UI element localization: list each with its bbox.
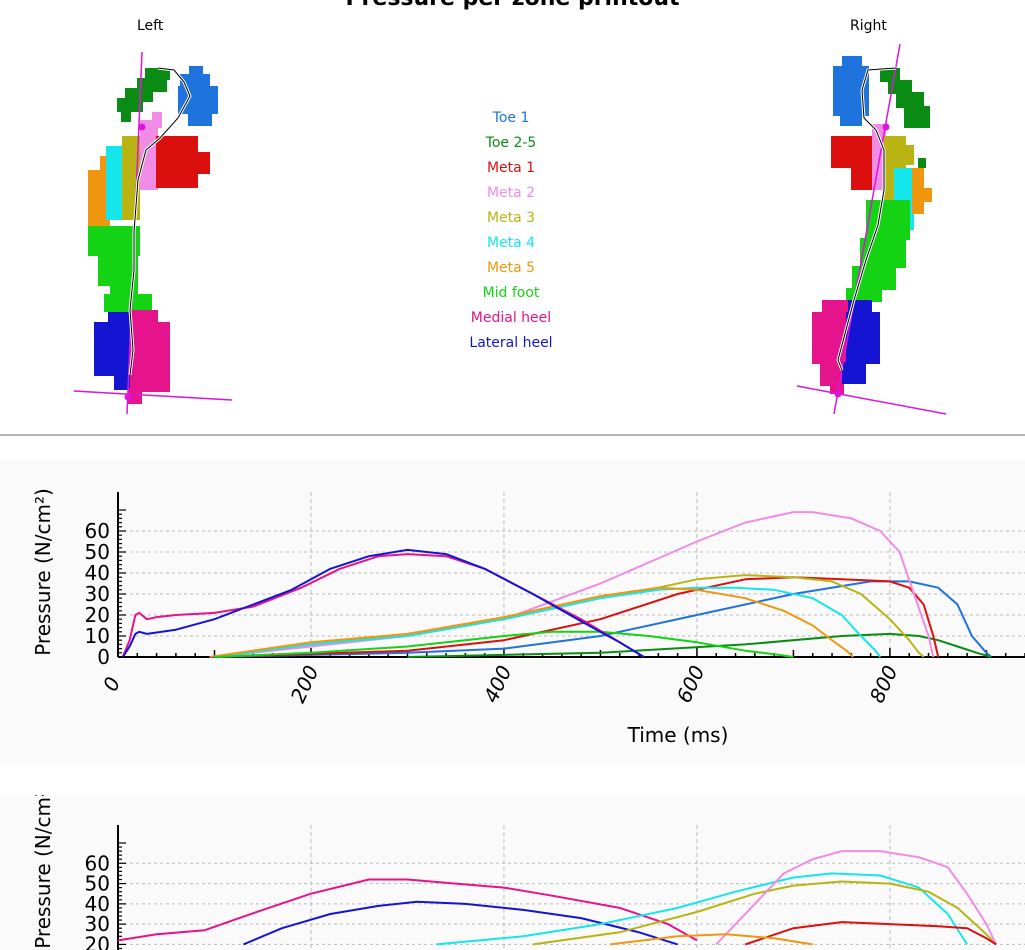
zone-legend: Toe 1 Toe 2-5 Meta 1 Meta 2 Meta 3 Meta 4 Meta… <box>430 108 592 358</box>
pressure-chart-right: 20 30 40 50 60 Pressure (N/cm²) <box>0 795 1025 950</box>
series-line-meta-2 <box>715 850 998 946</box>
x-tick-label: 200 <box>286 662 324 707</box>
left-foot-label: Left <box>137 18 164 34</box>
left-foot-map <box>73 51 233 415</box>
right-toe-2-5-zone <box>880 68 930 168</box>
foot-pressure-maps <box>73 43 947 415</box>
legend-item-lateral-heel: Lateral heel <box>469 335 553 351</box>
series-line-meta-3 <box>532 880 997 946</box>
series-line-meta-4 <box>214 586 882 658</box>
left-mid-foot-zone <box>88 226 152 312</box>
pressure-chart-left: 0 10 20 30 40 50 60 0 200 400 600 800 Time (ms) Press… <box>0 460 1025 765</box>
x-tick-label: 800 <box>865 662 903 707</box>
legend-item-medial-heel: Medial heel <box>470 310 552 326</box>
left-meta-4-zone <box>106 146 124 220</box>
left-toe-2-5-zone <box>117 68 170 122</box>
series-line-meta-5 <box>209 586 854 658</box>
y-tick-label: 0 <box>97 645 110 669</box>
series-line-lateral-heel <box>243 900 678 946</box>
legend-item-mid-foot: Mid foot <box>482 285 540 301</box>
right-foot-label: Right <box>850 18 887 34</box>
right-lateral-heel-zone <box>842 300 880 384</box>
right-mid-foot-zone <box>846 200 910 302</box>
y-axis-label: Pressure (N/cm²) <box>31 488 55 656</box>
legend-item-meta-1: Meta 1 <box>486 160 536 176</box>
y-tick-label: 50 <box>85 540 110 564</box>
legend-item-toe-1: Toe 1 <box>492 110 530 126</box>
x-tick-label: 600 <box>672 662 710 707</box>
series-line-lateral-heel <box>121 548 645 658</box>
y-tick-label: 50 <box>85 872 110 896</box>
y-tick-label: 20 <box>85 932 110 950</box>
y-tick-label: 20 <box>85 603 110 627</box>
x-axis-label: Time (ms) <box>627 723 729 747</box>
right-foot-map <box>796 43 947 415</box>
legend-item-meta-5: Meta 5 <box>486 260 536 276</box>
x-tick-label: 400 <box>479 662 517 707</box>
left-medial-heel-zone <box>128 310 170 404</box>
y-tick-label: 60 <box>85 851 110 875</box>
left-lateral-heel-zone <box>94 312 132 390</box>
series-line-meta-1 <box>744 921 997 946</box>
y-axis-label: Pressure (N/cm²) <box>31 795 55 949</box>
legend-item-meta-3: Meta 3 <box>486 210 536 226</box>
series-line-medial-heel <box>117 878 698 942</box>
left-meta-2-zone <box>140 112 162 190</box>
y-tick-label: 10 <box>85 624 110 648</box>
y-tick-label: 40 <box>85 561 110 585</box>
left-meta-1-zone <box>156 136 210 188</box>
right-meta-1-zone <box>831 136 873 190</box>
section-divider <box>0 434 1025 436</box>
right-meta-5-zone <box>912 168 932 214</box>
y-tick-label: 40 <box>85 892 110 916</box>
series-line-meta-5 <box>609 933 813 946</box>
series-line-meta-4 <box>436 872 968 946</box>
legend-item-meta-2: Meta 2 <box>486 185 536 201</box>
legend-item-meta-4: Meta 4 <box>486 235 536 251</box>
legend-item-toe-2-5: Toe 2-5 <box>485 135 537 151</box>
left-toe-1-zone <box>178 66 218 126</box>
y-tick-label: 30 <box>85 912 110 936</box>
y-tick-label: 30 <box>85 582 110 606</box>
y-tick-label: 60 <box>85 519 110 543</box>
page-title: Pressure per zone printout <box>0 0 1025 11</box>
x-tick-label: 0 <box>98 673 125 695</box>
